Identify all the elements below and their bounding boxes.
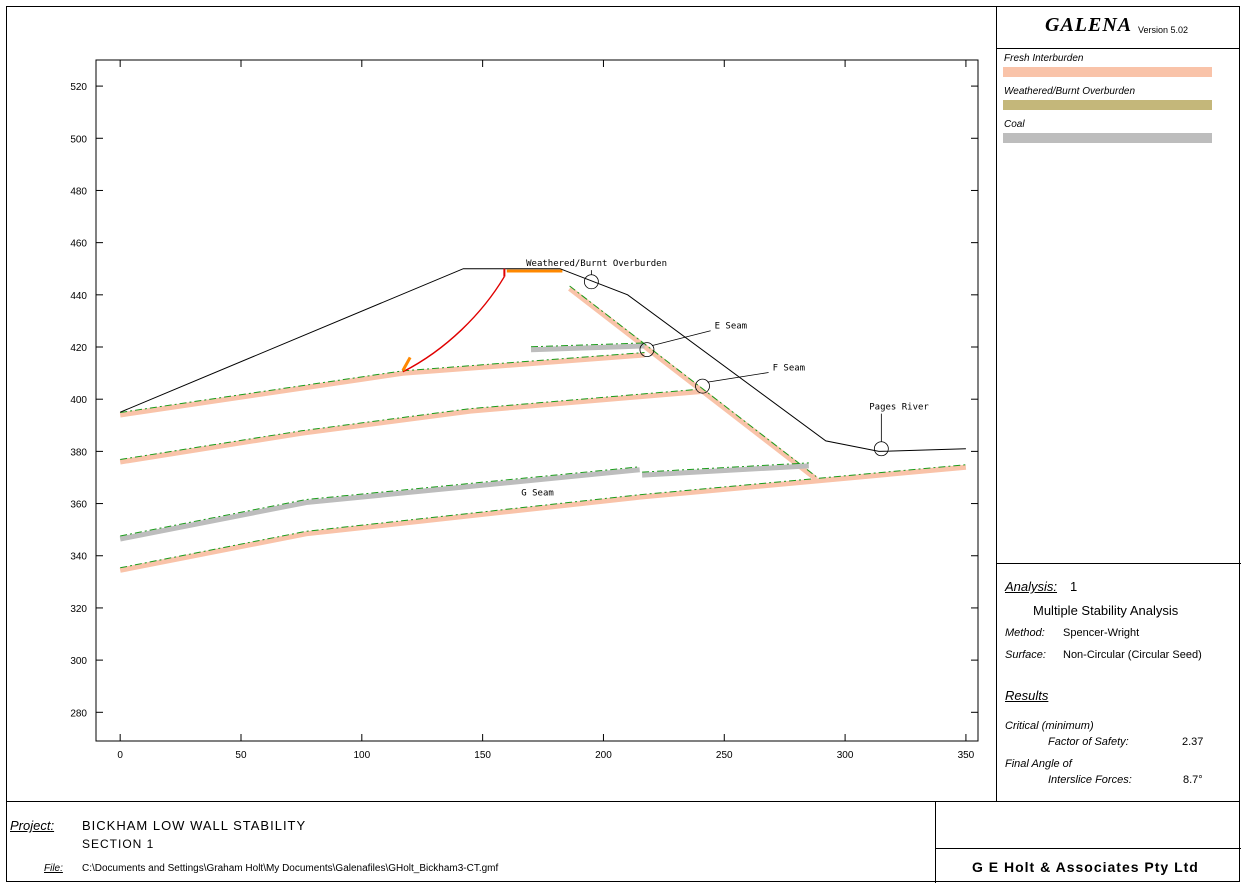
project-section: SECTION 1	[82, 837, 155, 851]
coal-layer	[530, 343, 645, 353]
slip-toe-mark	[401, 356, 412, 372]
file-label: File:	[44, 863, 63, 874]
x-tick-label: 0	[117, 750, 123, 761]
x-tick-label: 300	[837, 750, 854, 761]
water-line	[120, 466, 640, 537]
y-tick-label: 360	[70, 500, 87, 511]
y-tick-label: 460	[70, 239, 87, 250]
legend-label: Coal	[1004, 119, 1025, 130]
legend-item-overburden: Weathered/Burnt Overburden	[997, 82, 1240, 115]
fos-label: Factor of Safety:	[1048, 736, 1129, 748]
annotation-label: Weathered/Burnt Overburden	[526, 259, 667, 269]
method-value: Spencer-Wright	[1063, 627, 1140, 639]
annotation-label: E Seam	[715, 322, 748, 332]
water-line	[530, 342, 645, 348]
water-line	[120, 352, 645, 413]
method-label: Method:	[1005, 627, 1045, 639]
annotation-leader	[651, 330, 711, 347]
y-tick-label: 380	[70, 447, 87, 458]
y-tick-label: 520	[70, 82, 87, 93]
x-tick-label: 250	[716, 750, 733, 761]
y-tick-label: 280	[70, 708, 87, 719]
company-name: G E Holt & Associates Pty Ltd	[972, 859, 1199, 875]
annotation-label: G Seam	[521, 489, 554, 499]
y-tick-label: 300	[70, 656, 87, 667]
coal-layer	[119, 467, 640, 542]
interburden-layer	[119, 352, 645, 418]
annotation-circle	[639, 342, 655, 358]
legend-swatch	[1003, 133, 1212, 143]
annotation-leader	[707, 372, 769, 383]
x-tick-label: 200	[595, 750, 612, 761]
y-tick-label: 480	[70, 186, 87, 197]
side-panel: GALENA Version 5.02 Fresh Interburden We…	[996, 6, 1241, 801]
ground-surface	[120, 268, 966, 452]
title-block: Project: BICKHAM LOW WALL STABILITY SECT…	[6, 801, 1241, 883]
analysis-number: 1	[1070, 579, 1078, 594]
angle-label-1: Final Angle of	[1005, 758, 1072, 770]
annotation-circle	[583, 274, 599, 290]
analysis-label: Analysis:	[1005, 579, 1058, 594]
legend-swatch	[1003, 67, 1212, 77]
y-tick-label: 340	[70, 552, 87, 563]
surface-value: Non-Circular (Circular Seed)	[1063, 649, 1202, 661]
legend-swatch	[1003, 100, 1212, 110]
surface-label: Surface:	[1005, 649, 1046, 661]
legend-item-interburden: Fresh Interburden	[997, 49, 1240, 82]
cross-section-plot: 0 50 100 150 200 250 300 350 280 300 320 340 360 380 4…	[70, 59, 979, 761]
results-label: Results	[1005, 688, 1049, 703]
coal-layer	[641, 463, 809, 478]
x-tick-label: 50	[235, 750, 247, 761]
critical-label: Critical (minimum)	[1005, 720, 1094, 732]
legend-label: Weathered/Burnt Overburden	[1004, 86, 1136, 97]
x-tick-label: 350	[958, 750, 975, 761]
y-tick-label: 500	[70, 134, 87, 145]
project-name: BICKHAM LOW WALL STABILITY	[82, 818, 307, 833]
y-tick-label: 320	[70, 604, 87, 615]
interburden-layer	[119, 389, 701, 465]
analysis-box: Analysis: 1 Multiple Stability Analysis …	[997, 563, 1241, 801]
x-tick-label: 150	[474, 750, 491, 761]
y-tick-label: 440	[70, 291, 87, 302]
y-tick-label: 420	[70, 343, 87, 354]
annotation-label: F Seam	[773, 363, 806, 373]
app-version: Version 5.02	[1138, 25, 1189, 35]
fos-value: 2.37	[1182, 736, 1204, 748]
analysis-type: Multiple Stability Analysis	[1033, 603, 1179, 618]
company-box: G E Holt & Associates Pty Ltd	[935, 802, 1241, 883]
y-tick-label: 400	[70, 395, 87, 406]
company-separator	[936, 848, 1241, 849]
angle-value: 8.7°	[1183, 774, 1203, 786]
project-label: Project:	[10, 818, 55, 833]
slip-surface	[402, 276, 505, 373]
interburden-layer	[568, 286, 818, 481]
plot-border	[95, 59, 979, 742]
water-line	[120, 464, 966, 569]
legend-label: Fresh Interburden	[1004, 53, 1084, 64]
app-title: GALENA	[1045, 14, 1133, 36]
water-line	[569, 285, 817, 477]
water-line	[120, 388, 701, 460]
angle-label-2: Interslice Forces:	[1048, 774, 1132, 786]
water-line	[642, 462, 809, 473]
title-row: GALENA Version 5.02	[997, 6, 1240, 49]
annotation-label: Pages River	[869, 403, 929, 413]
interburden-layer	[119, 464, 967, 573]
drawing-frame	[6, 6, 1240, 882]
annotation-circle	[873, 441, 889, 457]
annotation-circle	[695, 378, 710, 394]
x-tick-label: 100	[353, 750, 370, 761]
legend-item-coal: Coal	[997, 115, 1240, 148]
file-path: C:\Documents and Settings\Graham Holt\My…	[82, 863, 499, 874]
